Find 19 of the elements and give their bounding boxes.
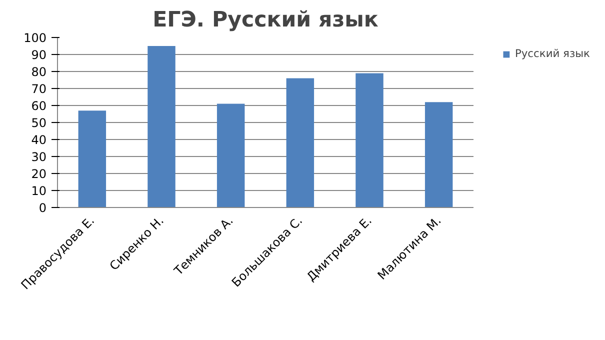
y-tick-label: 0 xyxy=(38,201,47,215)
y-tick-label: 50 xyxy=(31,116,47,130)
y-tick-label: 40 xyxy=(31,133,47,147)
y-tick-label: 60 xyxy=(31,99,47,113)
y-tick-label: 100 xyxy=(24,31,46,45)
y-tick-label: 30 xyxy=(31,150,47,164)
chart-title: ЕГЭ. Русский язык xyxy=(152,8,379,32)
bar xyxy=(424,102,453,208)
bar xyxy=(148,46,176,208)
y-tick-label: 10 xyxy=(31,184,47,198)
legend-label: Русский язык xyxy=(514,47,590,60)
y-tick-label: 20 xyxy=(31,167,47,181)
y-tick-label: 90 xyxy=(31,48,47,62)
bar xyxy=(78,110,106,208)
bar xyxy=(216,104,245,208)
y-tick-label: 70 xyxy=(31,82,47,96)
y-tick-label: 80 xyxy=(31,65,47,79)
bar xyxy=(356,73,384,208)
bar xyxy=(286,78,314,208)
